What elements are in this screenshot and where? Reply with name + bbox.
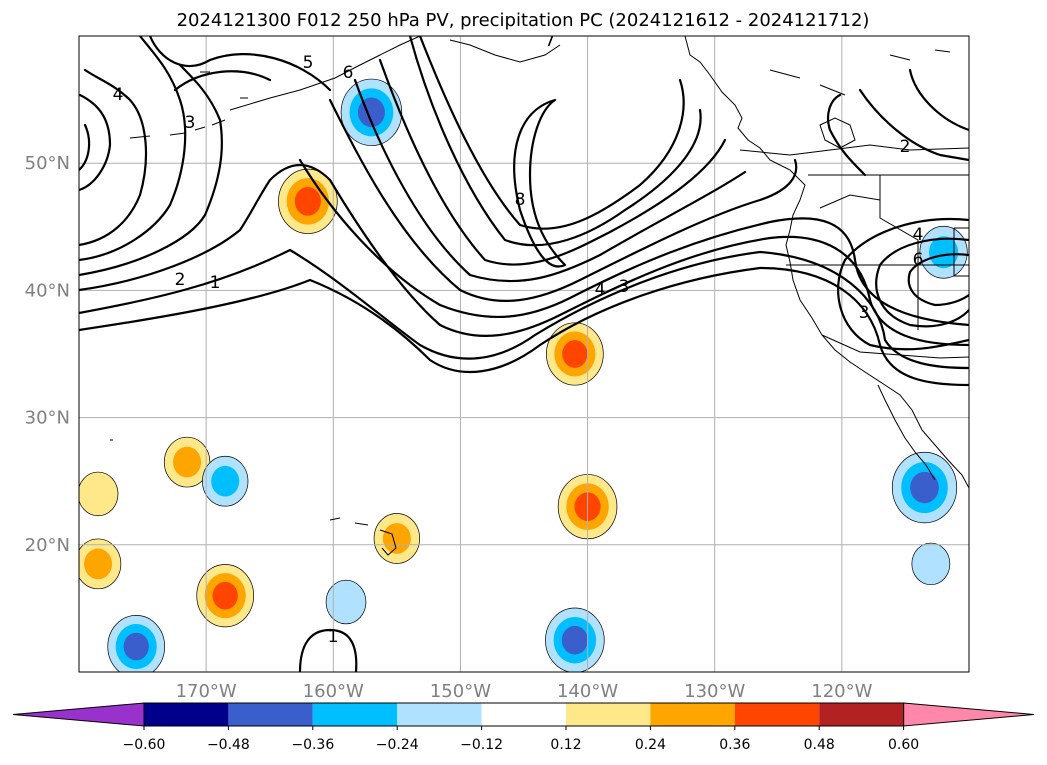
colorbar-tick-label: −0.36 [291, 737, 334, 753]
y-tick-labels: 50°N 40°N 30°N 20°N [25, 153, 70, 556]
precip-anomaly [340, 78, 403, 146]
y-tick-label: 20°N [25, 535, 70, 556]
precip-anomaly [545, 607, 605, 672]
colorbar-segment [650, 703, 735, 726]
colorbar-segment [228, 703, 313, 726]
precip-contour-fill [928, 236, 959, 269]
precip-anomaly [79, 538, 122, 590]
precip-contour-fill [910, 471, 939, 504]
map-frame [78, 35, 970, 673]
x-tick-label: 130°W [684, 681, 745, 702]
precip-contour-fill [123, 632, 149, 661]
colorbar-tick-label: −0.12 [460, 737, 503, 753]
contour-label: 6 [343, 63, 354, 83]
contour-label: 4 [113, 85, 124, 105]
y-tick-label: 30°N [25, 408, 70, 429]
pv-contour-labels: 1 2 3 4 5 6 7 8 4 3 4 6 3 2 1 [113, 31, 924, 647]
contour-label: 4 [913, 225, 924, 245]
colorbar-segment [397, 703, 482, 726]
colorbar-tick-label: −0.48 [207, 737, 250, 753]
contour-label: 2 [900, 137, 911, 157]
contour-label: 4 [595, 280, 606, 300]
colorbar-tick-labels: −0.60 −0.48 −0.36 −0.24 −0.12 0.12 0.24 0.36 0.4… [123, 726, 919, 753]
colorbar-segment [819, 703, 904, 726]
contour-label: 3 [619, 277, 630, 297]
gridlines [79, 36, 969, 672]
contour-label: 7 [545, 31, 556, 51]
colorbar-tick-label: −0.24 [376, 737, 419, 753]
precip-anomaly [107, 615, 166, 672]
precip-anomaly [546, 322, 604, 386]
precip-anomaly [919, 225, 968, 279]
y-tick-label: 50°N [25, 153, 70, 174]
colorbar-tick-label: 0.24 [635, 737, 666, 753]
colorbar-outline [143, 702, 905, 727]
precip-contour-fill [211, 465, 240, 497]
colorbar-tick-label: 0.12 [550, 737, 581, 753]
colorbar-tick-label: 0.48 [804, 737, 835, 753]
colorbar-segment [566, 703, 651, 726]
precip-contour-fill [294, 187, 321, 216]
x-tick-label: 160°W [303, 681, 364, 702]
precip-contour-fill [79, 471, 119, 517]
colorbar-tick-label: 0.36 [719, 737, 750, 753]
precip-contour-fill [561, 625, 588, 655]
colorbar-segment [312, 703, 398, 726]
precip-contour-fill [911, 542, 951, 586]
contour-label: 5 [303, 53, 314, 73]
pv-contours [79, 36, 969, 672]
contour-label: 1 [210, 273, 221, 293]
contour-label: 2 [175, 270, 186, 290]
precip-contour-fill [212, 581, 238, 610]
precip-anomaly [911, 542, 951, 586]
contour-label: 6 [913, 250, 924, 270]
contour-label: 8 [515, 190, 526, 210]
precip-anomaly [278, 168, 338, 234]
x-tick-label: 150°W [430, 681, 491, 702]
colorbar-extend-min [12, 702, 145, 727]
x-tick-label: 120°W [811, 681, 872, 702]
colorbar-segment [144, 703, 229, 726]
precip-anomaly [163, 436, 211, 488]
precip-anomaly [325, 579, 367, 625]
x-tick-label: 170°W [176, 681, 237, 702]
contour-label: 3 [859, 303, 870, 323]
precip-contour-fill [173, 446, 202, 478]
precip-anomaly [891, 451, 958, 524]
colorbar-tick-label: −0.60 [123, 737, 166, 753]
precip-anomaly [373, 513, 420, 564]
precip-contour-fill [562, 340, 588, 368]
precip-contour-fill [84, 548, 113, 580]
colorbar-extend-max [903, 702, 1035, 727]
x-tick-label: 140°W [557, 681, 618, 702]
precip-contour-fill [382, 523, 411, 554]
contour-label: 3 [185, 113, 196, 133]
contour-label: 1 [328, 627, 339, 647]
chart-title: 2024121300 F012 250 hPa PV, precipitatio… [177, 10, 870, 31]
colorbar [12, 702, 1035, 727]
precip-anomaly [196, 564, 255, 628]
colorbar-segment [734, 703, 820, 726]
precip-anomaly [202, 455, 249, 507]
precip-contour-fill [325, 579, 367, 625]
y-tick-label: 40°N [25, 280, 70, 301]
x-tick-labels: 170°W 160°W 150°W 140°W 130°W 120°W [176, 681, 873, 702]
colorbar-tick-label: 0.60 [888, 737, 919, 753]
precip-anomaly [79, 471, 119, 517]
colorbar-segment [481, 703, 566, 726]
